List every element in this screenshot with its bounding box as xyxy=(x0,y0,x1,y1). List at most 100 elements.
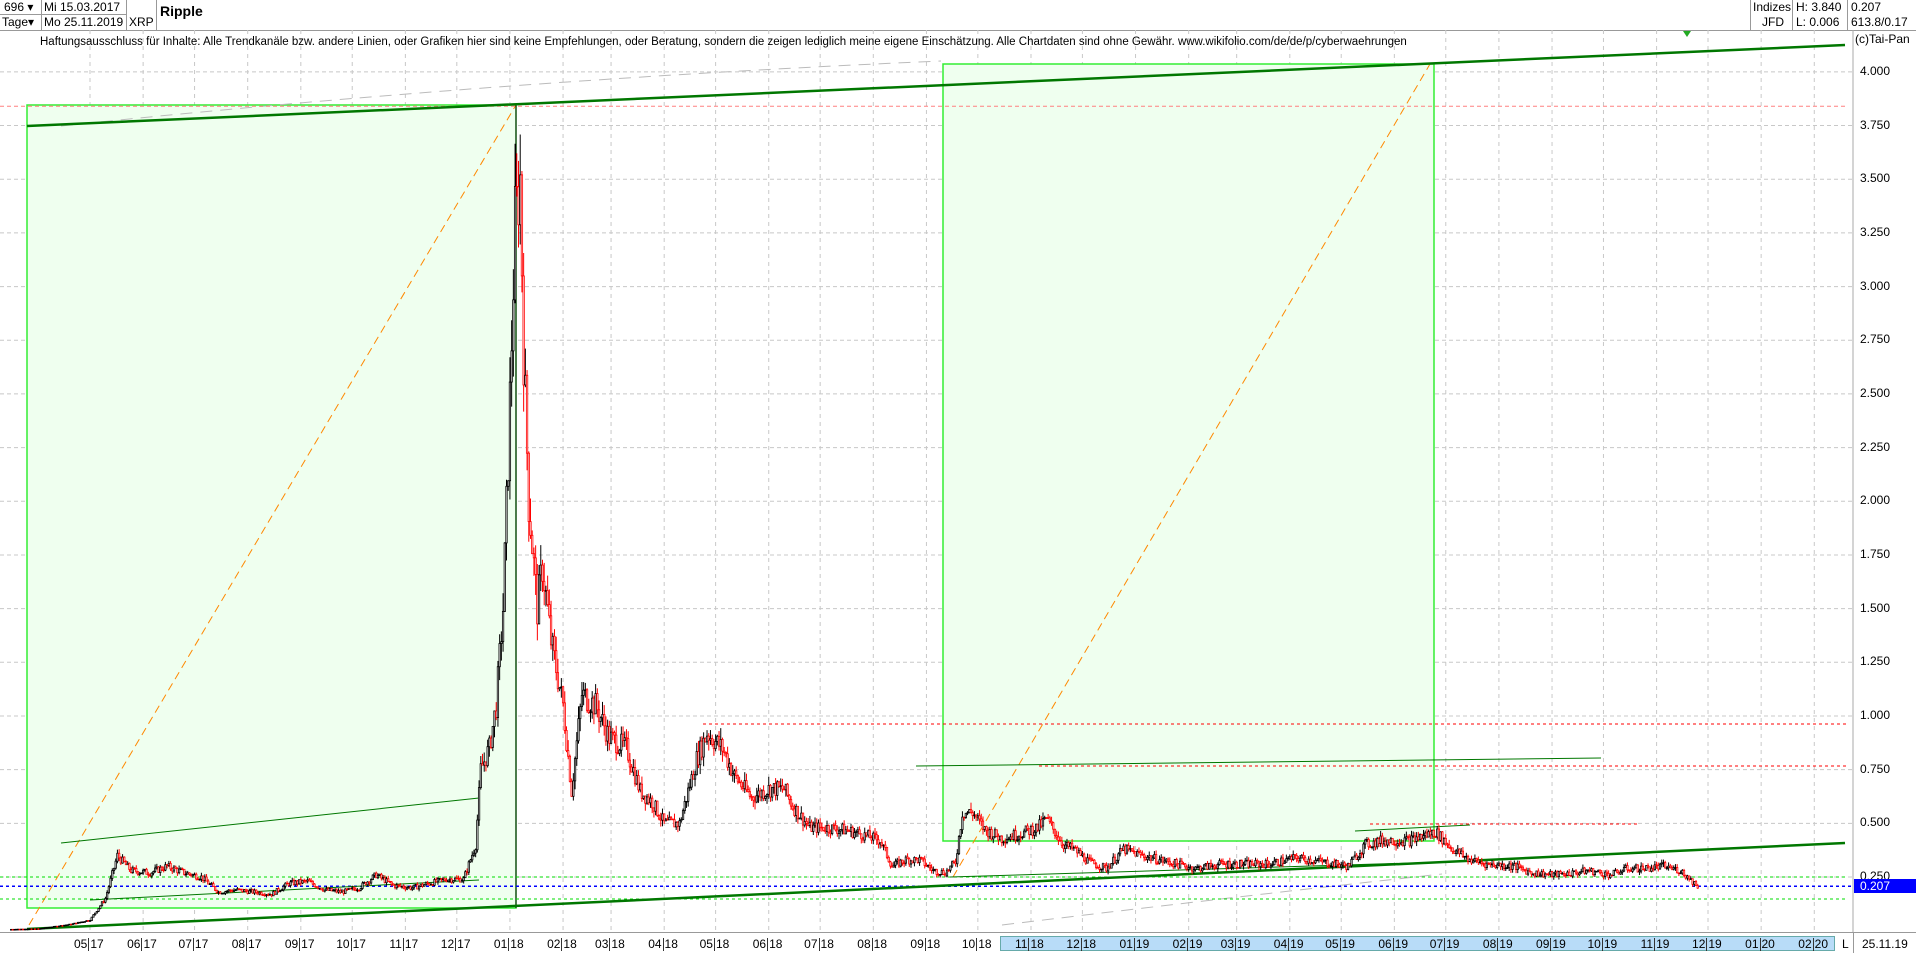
candle xyxy=(27,928,30,931)
candle xyxy=(1540,869,1543,878)
candle xyxy=(179,867,182,871)
candle-body xyxy=(83,921,86,923)
candle-body xyxy=(880,842,883,846)
candle-body xyxy=(477,787,481,821)
candle xyxy=(1499,862,1502,871)
candle xyxy=(364,881,368,886)
candle xyxy=(685,800,688,808)
divider xyxy=(156,0,157,30)
candle-body xyxy=(299,879,302,884)
candle-body xyxy=(585,689,589,711)
candle-body xyxy=(15,928,18,931)
candle xyxy=(1067,840,1070,850)
candle-body xyxy=(1393,843,1396,846)
candle-body xyxy=(819,822,822,828)
candle-body xyxy=(579,706,582,720)
candle xyxy=(1425,828,1429,839)
candle-body xyxy=(402,885,405,889)
candle xyxy=(1650,864,1653,873)
x-tick-label: 02 19 xyxy=(1172,937,1203,952)
candle xyxy=(1442,837,1446,846)
candle-body xyxy=(685,800,688,803)
candle xyxy=(280,888,284,892)
candle xyxy=(633,759,637,787)
time-axis[interactable]: 05 17 06 17 07 17 08 17 09 17 10 17 11 17 12 17 01 18 02 18… xyxy=(0,932,1916,953)
candle-body xyxy=(1658,863,1662,870)
candle-body xyxy=(1028,828,1031,835)
candle xyxy=(837,826,841,840)
candle-body xyxy=(837,830,841,834)
candle-body xyxy=(1484,863,1487,868)
candle-body xyxy=(1641,865,1644,870)
candle-body xyxy=(109,877,112,888)
period-select[interactable]: Tage▾ xyxy=(2,15,34,29)
candle-body xyxy=(813,822,817,826)
candle-body xyxy=(915,857,918,859)
candle-body xyxy=(692,774,695,780)
candle xyxy=(513,143,517,304)
candle-body xyxy=(760,790,763,798)
candle-body xyxy=(1504,867,1507,870)
candle-body xyxy=(889,861,892,867)
candle xyxy=(274,891,277,895)
candle xyxy=(815,818,818,838)
candle xyxy=(1574,869,1578,876)
time-scrollbar[interactable] xyxy=(1000,936,1835,951)
candle-body xyxy=(1583,867,1586,874)
candle-body xyxy=(875,834,878,841)
candle-body xyxy=(124,861,128,866)
candle-body xyxy=(885,846,889,858)
candle-body xyxy=(1568,871,1571,876)
candle-body xyxy=(640,783,644,799)
candle xyxy=(1631,866,1634,874)
candle-body xyxy=(1580,871,1583,874)
candle xyxy=(128,862,131,872)
candle-body xyxy=(1259,863,1262,868)
candle xyxy=(1340,861,1343,871)
candle xyxy=(1143,852,1146,862)
date-to[interactable]: Mo 25.11.2019 xyxy=(44,15,124,29)
candle-body xyxy=(1677,872,1680,874)
candle xyxy=(345,888,349,892)
candle-body xyxy=(1324,859,1327,862)
date-from[interactable]: Mi 15.03.2017 xyxy=(44,0,121,14)
candle xyxy=(347,887,350,890)
candle xyxy=(431,883,434,887)
candle-body xyxy=(781,785,784,790)
candle-body xyxy=(1310,862,1314,864)
candle xyxy=(1679,870,1682,875)
candle-body xyxy=(474,849,477,854)
candle-body xyxy=(680,819,683,822)
price-chart[interactable] xyxy=(0,30,1916,932)
candle xyxy=(519,134,522,245)
candle-body xyxy=(555,650,558,674)
candle xyxy=(551,632,554,661)
candle xyxy=(616,745,620,755)
candle xyxy=(555,636,558,681)
candle xyxy=(1160,854,1163,863)
candle-body xyxy=(1614,869,1617,872)
candle-body xyxy=(1662,862,1665,864)
candle xyxy=(546,575,549,607)
y-tick-label: 3.000 xyxy=(1860,278,1891,293)
candle-body xyxy=(601,714,604,719)
candle-body xyxy=(28,928,32,931)
candle-body xyxy=(1220,860,1223,862)
chevron-down-icon[interactable]: ▾ xyxy=(27,0,34,14)
candle-body xyxy=(46,927,49,929)
candle xyxy=(400,885,404,889)
candle xyxy=(1369,844,1372,849)
candle-body xyxy=(1322,859,1326,863)
candle xyxy=(798,817,801,820)
candle xyxy=(896,857,899,865)
candle-body xyxy=(1511,864,1514,870)
candle xyxy=(603,705,606,736)
bars-count-select[interactable]: 696 ▾ xyxy=(4,0,33,14)
candle xyxy=(1271,861,1274,867)
candle xyxy=(1137,847,1141,854)
chevron-down-icon[interactable]: ▾ xyxy=(28,15,35,29)
candle xyxy=(1240,859,1243,868)
current-price-tag: 0.207 xyxy=(1854,879,1916,893)
candle xyxy=(1307,856,1310,866)
candle xyxy=(1122,843,1125,851)
